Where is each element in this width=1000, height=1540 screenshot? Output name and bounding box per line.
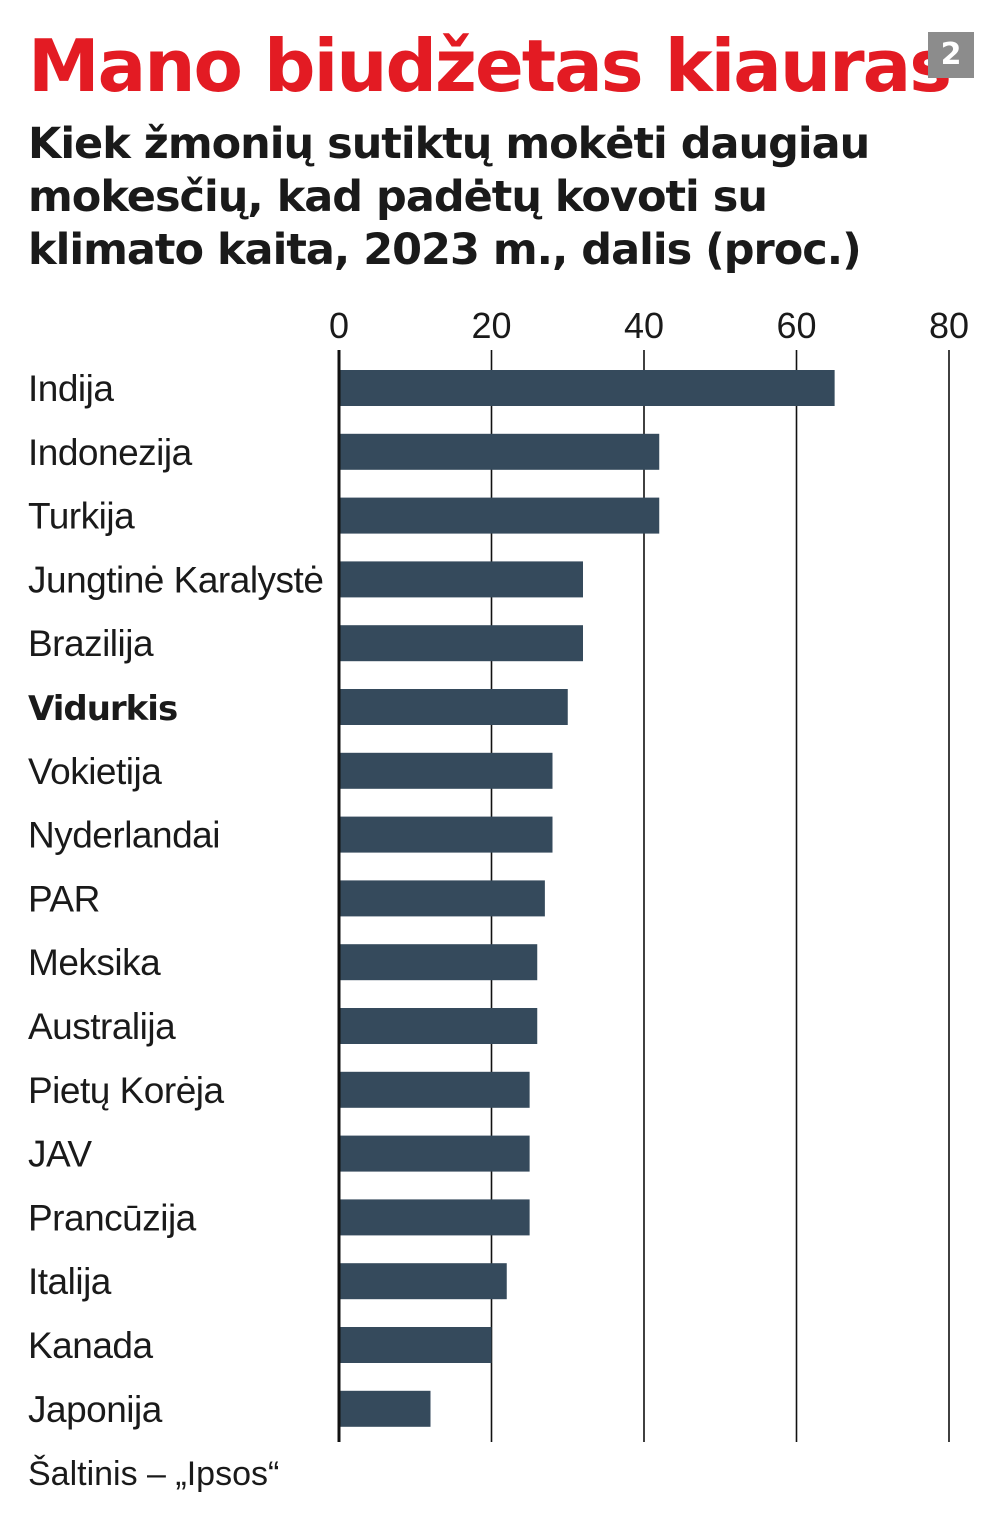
bar-12 <box>339 1135 530 1172</box>
category-label-5: Vidurkis <box>28 689 177 729</box>
x-tick-label-40: 40 <box>624 305 664 346</box>
bar-0 <box>339 370 835 406</box>
category-label-14: Italija <box>28 1261 112 1302</box>
chart-subtitle: Kiek žmonių sutiktų mokėti daugiau mokes… <box>28 119 870 275</box>
category-label-11: Pietų Korėja <box>28 1070 224 1111</box>
category-label-1: Indonezija <box>28 432 193 473</box>
bar-4 <box>339 625 583 662</box>
category-label-3: Jungtinė Karalystė <box>28 559 323 600</box>
bar-10 <box>339 1008 538 1044</box>
x-tick-label-0: 0 <box>329 305 349 346</box>
category-label-10: Australija <box>28 1006 176 1047</box>
category-label-12: JAV <box>28 1134 92 1175</box>
x-tick-label-60: 60 <box>776 305 816 346</box>
bar-1 <box>339 433 660 470</box>
category-label-13: Prancūzija <box>28 1197 197 1238</box>
category-label-16: Japonija <box>28 1389 163 1430</box>
source-note: Šaltinis – „Ipsos“ <box>28 1455 280 1493</box>
bar-2 <box>339 497 660 534</box>
x-tick-label-80: 80 <box>929 305 969 346</box>
category-label-6: Vokietija <box>28 751 162 792</box>
bar-chart: 0 20 40 60 80 Indija Indonezija Turkija Jungtin… <box>28 305 969 1442</box>
category-label-0: Indija <box>28 368 114 409</box>
chart-title: Mano biudžetas kiauras <box>28 24 952 108</box>
bar-6 <box>339 752 553 789</box>
bar-13 <box>339 1199 530 1236</box>
bar-14 <box>339 1263 507 1300</box>
page-number-badge: 2 <box>928 32 974 78</box>
bar-15 <box>339 1327 492 1363</box>
category-labels: Indija Indonezija Turkija Jungtinė Karalyst… <box>28 368 324 1430</box>
bars <box>339 370 835 1427</box>
bar-5 <box>339 689 568 725</box>
category-label-9: Meksika <box>28 942 161 983</box>
bar-8 <box>339 880 545 917</box>
bar-16 <box>339 1390 431 1427</box>
bar-9 <box>339 944 538 981</box>
category-label-15: Kanada <box>28 1325 153 1366</box>
bar-11 <box>339 1071 530 1108</box>
bar-3 <box>339 561 583 598</box>
x-tick-labels: 0 20 40 60 80 <box>329 305 969 346</box>
x-tick-label-20: 20 <box>471 305 511 346</box>
category-label-8: PAR <box>28 878 100 919</box>
category-label-4: Brazilija <box>28 623 154 664</box>
bar-7 <box>339 816 553 853</box>
category-label-7: Nyderlandai <box>28 815 220 856</box>
category-label-2: Turkija <box>28 496 135 537</box>
